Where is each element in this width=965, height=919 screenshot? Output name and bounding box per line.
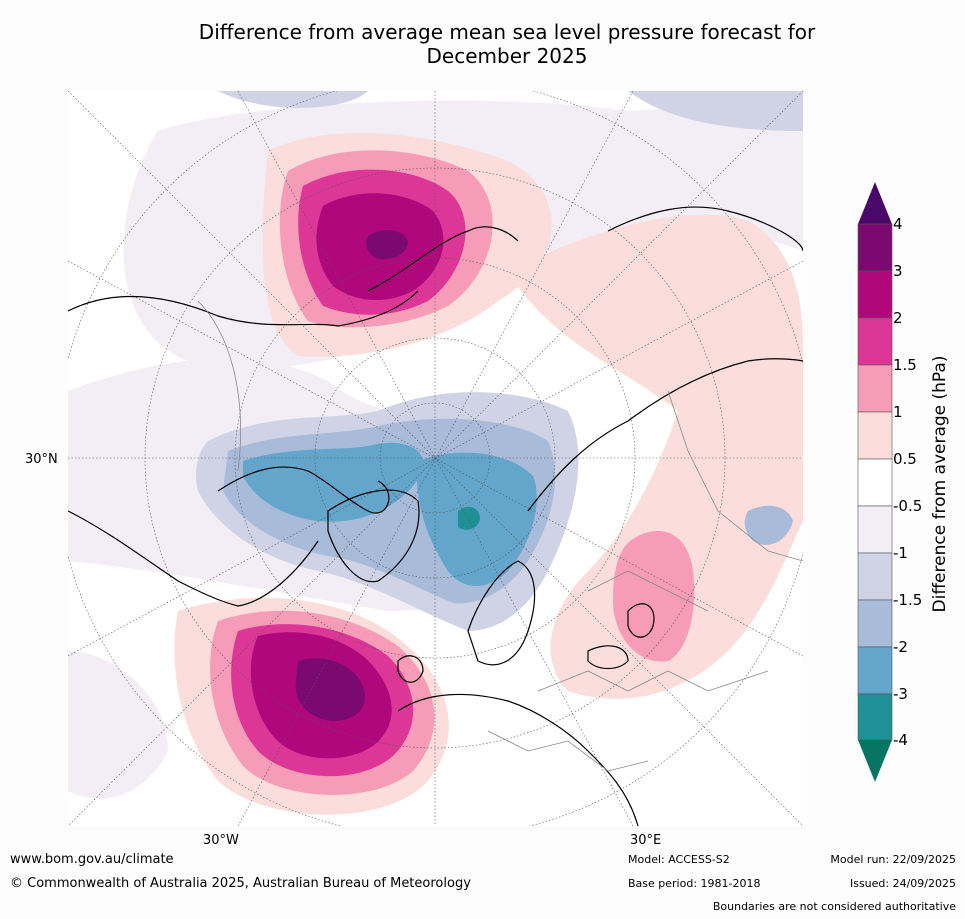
colorbar-swatch-neg2-to-neg3: [857, 646, 893, 695]
footer-base-period: Base period: 1981-2018: [628, 877, 761, 890]
colorbar-swatch-neg1.5-to-neg2: [857, 599, 893, 648]
colorbar-extend-top: [858, 182, 892, 224]
colorbar: [855, 180, 895, 789]
country-borders: [197, 300, 803, 772]
coastline-siberia-east: [367, 226, 519, 292]
anomaly-region-atlantic-positive-3: [295, 658, 365, 721]
footer-issued: Issued: 24/09/2025: [849, 877, 956, 890]
colorbar-title: Difference from average (hPa): [930, 355, 950, 613]
colorbar-tick: -2: [893, 638, 908, 656]
colorbar-swatch-neg1-to-neg1.5: [857, 552, 893, 601]
footer-copyright: © Commonwealth of Australia 2025, Austra…: [10, 876, 471, 891]
coastline-asia-east: [607, 206, 803, 252]
country-border: [197, 300, 241, 472]
colorbar-swatch-3-to-4: [857, 223, 893, 272]
colorbar-swatch-neg3-to-neg4: [857, 693, 893, 741]
footer-model-run: Model run: 22/09/2025: [830, 853, 956, 866]
anomaly-region-siberia-negative: [744, 505, 793, 545]
anomaly-region-pacific-positive-3: [366, 229, 408, 260]
coastline-caspian: [627, 603, 655, 638]
colorbar-tick: -0.5: [893, 497, 923, 515]
colorbar-extend-bottom: [858, 740, 892, 782]
colorbar-tick: -3: [893, 685, 908, 703]
anomaly-region-arctic-negative-3: [458, 506, 480, 530]
country-border: [537, 670, 769, 692]
coastline-black-sea: [587, 645, 629, 670]
anomaly-region-east-positive-core: [613, 531, 695, 662]
meridian-line: [68, 260, 803, 657]
anomaly-region-light-negative: [628, 91, 803, 131]
coastline-russia-north: [527, 358, 803, 512]
longitude-label-30w: 30°W: [203, 833, 239, 848]
country-border: [587, 570, 709, 612]
colorbar-tick: 0.5: [893, 450, 917, 468]
anomaly-region-light-negative: [68, 651, 168, 799]
colorbar-tick: 1.5: [893, 356, 917, 374]
latitude-label-30n: 30°N: [25, 452, 58, 467]
coastline-scandinavia: [467, 560, 536, 666]
colorbar-tick: 3: [893, 262, 903, 280]
polar-map: [68, 91, 803, 826]
coastlines: [68, 206, 803, 826]
anomaly-region-east-positive: [508, 214, 803, 699]
colorbar-swatch-2-to-3: [857, 270, 893, 319]
colorbar-tick: -1: [893, 544, 908, 562]
anomaly-region-arctic-negative-2: [243, 442, 424, 522]
colorbar-tick: 1: [893, 403, 903, 421]
coastline-canadian-arctic: [217, 466, 390, 514]
footer-disclaimer: Boundaries are not considered authoritat…: [712, 900, 956, 913]
longitude-label-30e: 30°E: [630, 833, 662, 848]
coastline-north-america: [68, 510, 319, 607]
colorbar-swatch-1-to-1.5: [857, 364, 893, 413]
colorbar-tick: 2: [893, 309, 903, 327]
map-canvas: [68, 91, 803, 826]
colorbar-swatch-1.5-to-2: [857, 317, 893, 366]
anomaly-field-layer: [68, 91, 803, 815]
graticule: [68, 91, 803, 826]
coastline-alaska: [68, 290, 419, 327]
coastline-british-isles: [397, 655, 424, 683]
footer-model: Model: ACCESS-S2: [628, 853, 730, 866]
colorbar-swatch-neutral: [857, 458, 893, 507]
map-title: Difference from average mean sea level p…: [150, 20, 864, 68]
country-border: [487, 730, 649, 772]
colorbar-tick: 4: [893, 215, 903, 233]
country-border: [667, 390, 803, 562]
anomaly-region-light-negative: [218, 91, 368, 108]
colorbar-swatch-neg0.5-to-neg1: [857, 505, 893, 554]
map-title-line-2: December 2025: [426, 44, 588, 68]
colorbar-tick: -4: [893, 731, 908, 749]
colorbar-swatches: [857, 182, 893, 782]
map-title-line-1: Difference from average mean sea level p…: [198, 20, 816, 44]
colorbar-tick: -1.5: [893, 591, 923, 609]
coastline-greenland: [327, 489, 420, 583]
colorbar-swatch-0.5-to-1: [857, 411, 893, 460]
footer-website: www.bom.gov.au/climate: [10, 852, 174, 867]
coastline-europe: [397, 693, 639, 826]
